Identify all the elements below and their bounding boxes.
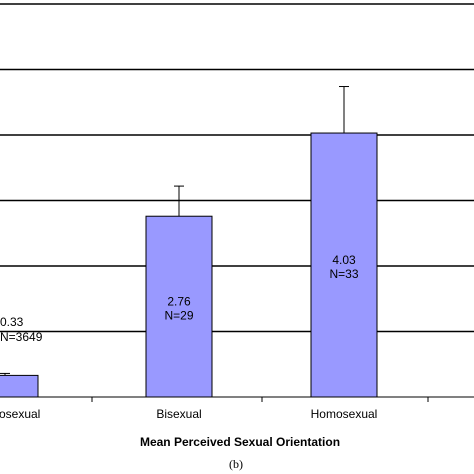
data-label-value: 4.03 (332, 253, 356, 267)
x-tick-label: Homosexual (311, 407, 378, 421)
data-label-n: N=29 (164, 309, 193, 323)
x-tick-labels: Heterosexual Bisexual Homosexual (0, 407, 377, 421)
bars (0, 132, 378, 398)
bar-heterosexual (0, 374, 39, 398)
x-tick-label: Heterosexual (0, 407, 40, 421)
figure-caption: (b) (229, 457, 243, 471)
error-bars (0, 86, 349, 376)
x-axis-title: Mean Perceived Sexual Orientation (140, 435, 340, 449)
data-label-n: N=33 (329, 267, 358, 281)
x-tick-label: Bisexual (156, 407, 201, 421)
data-label-value: 0.33 (0, 315, 24, 329)
data-labels: 0.33N=3649 2.76N=29 4.03N=33 (0, 253, 359, 344)
gridlines (0, 3, 474, 402)
bar-homosexual (310, 132, 378, 398)
data-label-value: 2.76 (167, 295, 191, 309)
data-label-n: N=3649 (0, 330, 43, 344)
